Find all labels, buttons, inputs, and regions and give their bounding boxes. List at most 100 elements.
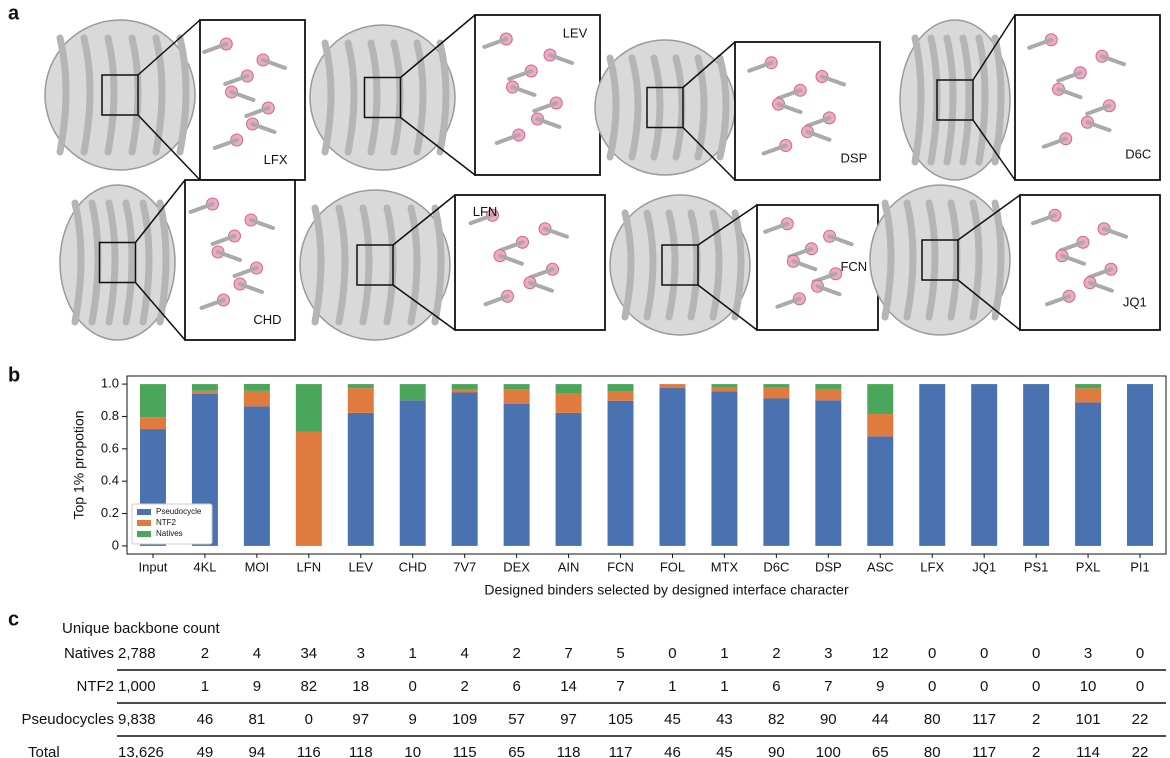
- y-tick-label: 0.4: [101, 473, 119, 488]
- bar-segment: [1075, 384, 1101, 388]
- table-cell: 0: [1032, 645, 1040, 662]
- table-cell: 117: [972, 744, 996, 758]
- table-cell: 2,788: [118, 645, 156, 662]
- bar-segment: [244, 384, 270, 391]
- table-cell: 0: [668, 645, 676, 662]
- table-cell: 4: [253, 645, 261, 662]
- table-cell: 90: [768, 744, 785, 758]
- table-cell: 0: [1136, 678, 1144, 695]
- x-tick-label: D6C: [763, 559, 789, 574]
- bar-segment: [867, 414, 893, 436]
- bar-segment: [504, 404, 530, 546]
- table-cell: 13,626: [118, 744, 164, 758]
- table-cell: 7: [564, 645, 572, 662]
- table-cell: 22: [1132, 711, 1149, 728]
- table-cell: 45: [664, 711, 681, 728]
- y-axis-label: Top 1% propotion: [71, 411, 87, 520]
- table-cell: 44: [872, 711, 889, 728]
- table-cell: 90: [820, 711, 837, 728]
- panel-label: a: [8, 2, 20, 24]
- inset: [1020, 195, 1160, 330]
- bar-segment: [763, 384, 789, 388]
- bar-segment: [556, 384, 582, 394]
- x-tick-label: FCN: [607, 559, 634, 574]
- bar-segment: [244, 406, 270, 545]
- table-cell: 9,838: [118, 711, 156, 728]
- table-cell: 105: [608, 711, 633, 728]
- table-cell: 9: [409, 711, 417, 728]
- table-cell: 1: [720, 678, 728, 695]
- bar-segment: [1075, 388, 1101, 402]
- bar-segment: [1127, 384, 1153, 546]
- x-tick-label: Input: [139, 559, 168, 574]
- table-cell: 10: [404, 744, 421, 758]
- table-cell: 1: [409, 645, 417, 662]
- table-cell: 9: [876, 678, 884, 695]
- x-tick-label: LFX: [920, 559, 944, 574]
- table-cell: 0: [928, 678, 936, 695]
- y-tick-label: 0.6: [101, 440, 119, 455]
- bar-segment: [244, 391, 270, 407]
- legend-label: Natives: [156, 529, 183, 538]
- table-cell: 6: [512, 678, 520, 695]
- x-tick-label: PS1: [1024, 559, 1049, 574]
- legend-label: Pseudocycle: [156, 507, 202, 516]
- bar-segment: [348, 413, 374, 546]
- bar-segment: [815, 389, 841, 400]
- bar-segment: [452, 384, 478, 390]
- table-cell: 1: [201, 678, 209, 695]
- x-axis-label: Designed binders selected by designed in…: [484, 582, 849, 598]
- bar-segment: [1075, 403, 1101, 546]
- table-cell: 117: [609, 744, 633, 758]
- bar-segment: [296, 432, 322, 546]
- bar-segment: [452, 393, 478, 546]
- ligand-label: CHD: [253, 312, 281, 327]
- bar-segment: [711, 384, 737, 388]
- table-cell: 101: [1076, 711, 1101, 728]
- bar-segment: [296, 384, 322, 431]
- table-cell: 14: [560, 678, 577, 695]
- table-cell: 3: [824, 645, 832, 662]
- bar-segment: [608, 384, 634, 391]
- panel-label: b: [8, 364, 20, 386]
- bar-segment: [763, 398, 789, 545]
- plot-frame: [127, 376, 1166, 554]
- bar-segment: [815, 384, 841, 389]
- table-cell: 115: [453, 744, 477, 758]
- table-cell: 2: [1032, 744, 1040, 758]
- bar-segment: [348, 384, 374, 388]
- table-cell: 82: [768, 711, 785, 728]
- table-cell: 118: [349, 744, 373, 758]
- bar-segment: [1023, 384, 1049, 546]
- x-tick-label: 7V7: [453, 559, 476, 574]
- y-tick-label: 0.8: [101, 408, 119, 423]
- table-cell: 94: [249, 744, 266, 758]
- x-tick-label: DEX: [503, 559, 530, 574]
- table-cell: 2: [512, 645, 520, 662]
- table-cell: 0: [305, 711, 313, 728]
- table-title: Unique backbone count: [62, 620, 220, 637]
- table-cell: 7: [616, 678, 624, 695]
- ligand-label: LFX: [264, 152, 288, 167]
- table-cell: 2: [772, 645, 780, 662]
- bar-segment: [556, 413, 582, 546]
- x-tick-label: MOI: [245, 559, 270, 574]
- x-tick-label: PI1: [1130, 559, 1150, 574]
- bar-segment: [815, 400, 841, 546]
- table-cell: 57: [508, 711, 525, 728]
- table-cell: 3: [357, 645, 365, 662]
- bar-segment: [971, 384, 997, 546]
- table-cell: 12: [872, 645, 889, 662]
- bar-segment: [504, 389, 530, 404]
- x-tick-label: PXL: [1076, 559, 1101, 574]
- bar-segment: [400, 400, 426, 546]
- table-cell: 49: [197, 744, 214, 758]
- table-cell: 0: [928, 645, 936, 662]
- y-tick-label: 0: [112, 537, 119, 552]
- row-label: Total: [28, 744, 60, 758]
- table-cell: 45: [716, 744, 733, 758]
- table-cell: 1: [668, 678, 676, 695]
- table-cell: 9: [253, 678, 261, 695]
- x-tick-label: FOL: [660, 559, 685, 574]
- x-tick-label: ASC: [867, 559, 894, 574]
